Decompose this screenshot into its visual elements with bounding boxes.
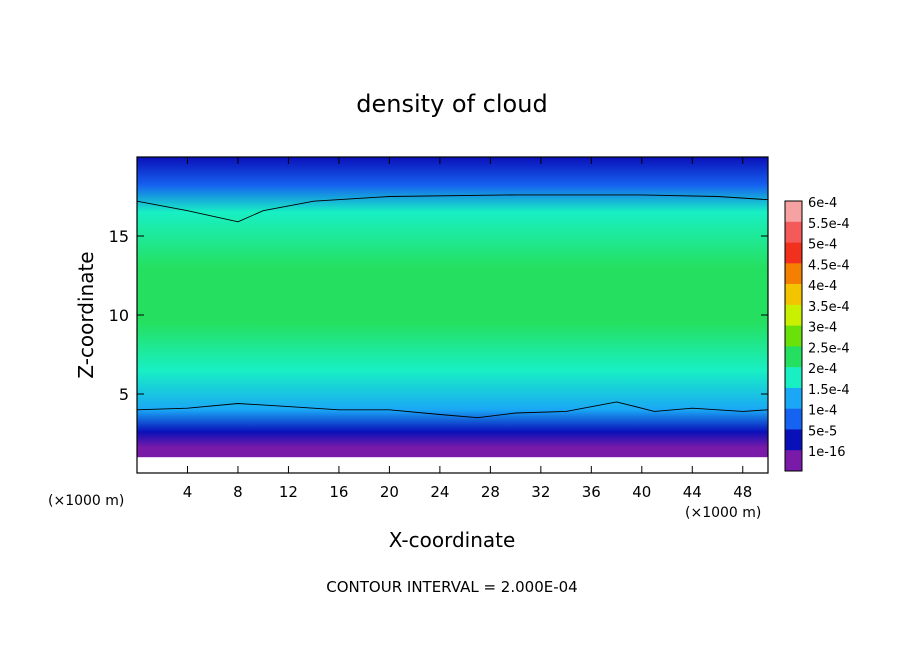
colorbar-swatch <box>785 450 802 472</box>
colorbar-label: 5e-5 <box>808 425 837 440</box>
colorbar-label: 1e-4 <box>808 404 837 419</box>
x-axis: 4 8 12 16 20 24 28 32 36 40 44 48 <box>183 157 752 501</box>
chart-title: density of cloud <box>356 90 547 118</box>
contour-line <box>137 194 768 223</box>
colorbar-swatch <box>785 201 802 223</box>
x-tick-label: 24 <box>430 483 449 501</box>
colorbar-label: 5.5e-4 <box>808 217 850 232</box>
x-tick-label: 44 <box>683 483 702 501</box>
x-tick-label: 36 <box>582 483 601 501</box>
x-tick-label: 48 <box>733 483 752 501</box>
contour-line <box>137 401 768 419</box>
x-tick-label: 12 <box>279 483 298 501</box>
y-tick-label: 15 <box>109 227 129 246</box>
colorbar-label: 2e-4 <box>808 362 837 377</box>
colorbar-label: 1e-16 <box>808 445 846 460</box>
y-axis: 5 10 15 <box>109 227 768 404</box>
x-tick-label: 32 <box>531 483 550 501</box>
colorbar-label: 6e-4 <box>808 196 837 211</box>
colorbar-frame <box>784 200 803 472</box>
colorbar-swatch <box>785 429 802 451</box>
colorbar-swatch <box>785 242 802 264</box>
density-field <box>137 157 768 473</box>
x-tick-label: 16 <box>329 483 348 501</box>
colorbar-swatch <box>785 304 802 326</box>
x-unit-left: (×1000 m) <box>48 493 124 509</box>
colorbar-swatch <box>785 367 802 389</box>
colorbar-swatch <box>785 346 802 368</box>
x-tick-label: 4 <box>183 483 193 501</box>
x-tick-label: 20 <box>380 483 399 501</box>
colorbar-label: 4.5e-4 <box>808 258 850 273</box>
colorbar-label: 3e-4 <box>808 321 837 336</box>
colorbar-label: 1.5e-4 <box>808 383 850 398</box>
x-axis-label: X-coordinate <box>389 528 516 552</box>
colorbar-swatch <box>785 263 802 285</box>
plot-area <box>136 156 769 474</box>
colorbar-swatch <box>785 408 802 430</box>
colorbar-label: 4e-4 <box>808 279 837 294</box>
x-tick-label: 40 <box>632 483 651 501</box>
colorbar-swatch <box>785 284 802 306</box>
x-unit-right: (×1000 m) <box>685 505 761 521</box>
x-tick-label: 8 <box>233 483 243 501</box>
colorbar-legend: 6e-4 5.5e-4 5e-4 4.5e-4 4e-4 3.5e-4 3e-4 2.5e-4… <box>784 196 850 472</box>
colorbar-label: 3.5e-4 <box>808 300 850 315</box>
colorbar-swatch <box>785 221 802 243</box>
contour-lines <box>137 194 768 419</box>
contour-interval-note: CONTOUR INTERVAL = 2.000E-04 <box>326 578 577 596</box>
y-axis-label: Z-coordinate <box>74 251 98 378</box>
colorbar-swatch <box>785 325 802 347</box>
colorbar-label: 2.5e-4 <box>808 341 850 356</box>
y-tick-label: 5 <box>119 385 129 404</box>
colorbar-label: 5e-4 <box>808 238 837 253</box>
x-tick-label: 28 <box>481 483 500 501</box>
colorbar-swatch <box>785 387 802 409</box>
ground-layer <box>137 457 768 473</box>
y-tick-label: 10 <box>109 306 129 325</box>
